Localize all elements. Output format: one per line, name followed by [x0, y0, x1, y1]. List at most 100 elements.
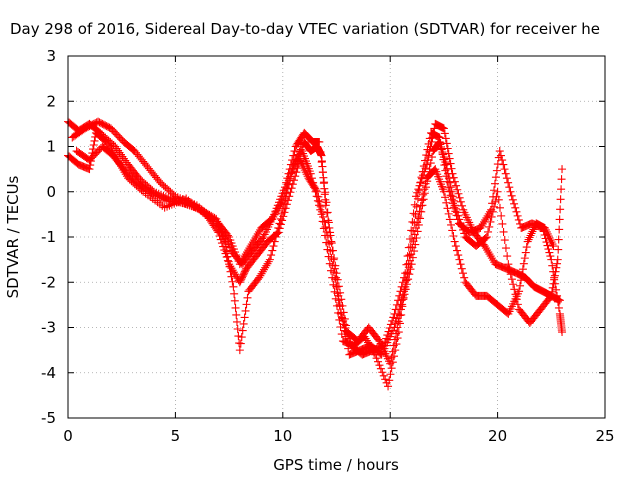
data-point-marker	[453, 215, 462, 224]
data-point-marker	[403, 268, 412, 277]
data-point-marker	[439, 155, 448, 164]
data-point-marker	[447, 220, 456, 229]
data-point-marker	[508, 195, 517, 204]
data-point-marker	[183, 200, 192, 209]
data-point-marker	[485, 207, 494, 216]
data-point-marker	[541, 234, 550, 243]
y-tick-label: -1	[41, 228, 56, 246]
data-point-marker	[261, 263, 270, 272]
data-point-marker	[506, 187, 515, 196]
data-point-marker	[415, 186, 424, 195]
data-point-marker	[398, 302, 407, 311]
data-point-marker	[556, 205, 565, 214]
data-point-marker	[395, 319, 404, 328]
data-point-marker	[222, 247, 231, 256]
data-point-marker	[410, 200, 419, 209]
data-point-marker	[385, 324, 394, 333]
data-point-marker	[114, 146, 123, 155]
data-point-marker	[405, 251, 414, 260]
data-point-marker	[435, 133, 444, 142]
data-point-marker	[409, 209, 418, 218]
data-point-marker	[454, 189, 463, 198]
data-point-marker	[365, 340, 374, 349]
data-point-marker	[430, 166, 439, 175]
data-point-marker	[255, 273, 264, 282]
data-point-marker	[395, 291, 404, 300]
data-point-marker	[144, 186, 153, 195]
data-point-marker	[256, 271, 265, 280]
data-point-marker	[480, 242, 489, 251]
data-point-marker	[449, 173, 458, 182]
data-point-marker	[290, 176, 299, 185]
data-point-marker	[394, 296, 403, 305]
x-tick-label: 15	[381, 427, 400, 445]
data-point-marker	[229, 282, 238, 291]
data-point-marker	[366, 342, 375, 351]
data-point-marker	[333, 282, 342, 291]
data-point-marker	[327, 237, 336, 246]
data-point-marker	[507, 191, 516, 200]
data-point-marker	[414, 185, 423, 194]
data-point-marker	[401, 269, 410, 278]
data-point-marker	[323, 245, 332, 254]
data-point-marker	[492, 166, 501, 175]
data-point-marker	[442, 198, 451, 207]
data-point-marker	[544, 245, 553, 254]
data-point-marker	[518, 265, 527, 274]
data-point-marker	[227, 264, 236, 273]
data-point-marker	[546, 236, 555, 245]
data-point-marker	[527, 229, 536, 238]
data-point-marker	[386, 320, 395, 329]
data-point-marker	[243, 293, 252, 302]
data-point-marker	[85, 165, 94, 174]
data-point-marker	[319, 224, 328, 233]
data-point-marker	[479, 217, 488, 226]
data-point-marker	[195, 205, 204, 214]
data-point-marker	[226, 267, 235, 276]
data-point-marker	[453, 246, 462, 255]
data-point-marker	[415, 207, 424, 216]
data-point-marker	[320, 178, 329, 187]
data-point-marker	[102, 137, 111, 146]
data-point-marker	[551, 279, 560, 288]
data-point-marker	[342, 327, 351, 336]
data-point-marker	[235, 346, 244, 355]
data-point-marker	[458, 201, 467, 210]
data-point-marker	[416, 178, 425, 187]
data-point-marker	[327, 266, 336, 275]
data-point-marker	[455, 255, 464, 264]
data-point-marker	[488, 199, 497, 208]
data-point-marker	[230, 289, 239, 298]
data-point-marker	[381, 375, 390, 384]
data-point-marker	[309, 178, 318, 187]
data-point-marker	[446, 159, 455, 168]
data-point-marker	[548, 240, 557, 249]
data-point-marker	[325, 259, 334, 268]
data-point-marker	[476, 223, 485, 232]
data-point-marker	[410, 230, 419, 239]
data-point-marker	[512, 207, 521, 216]
data-point-marker	[436, 138, 445, 147]
data-point-marker	[376, 364, 385, 373]
data-point-marker	[271, 233, 280, 241]
data-point-marker	[552, 263, 561, 272]
data-point-marker	[408, 217, 417, 226]
data-point-marker	[514, 215, 523, 224]
chart-title: Day 298 of 2016, Sidereal Day-to-day VTE…	[10, 20, 600, 38]
data-point-marker	[259, 265, 268, 274]
data-point-marker	[557, 175, 566, 184]
data-point-marker	[202, 208, 211, 217]
data-point-marker	[439, 124, 448, 133]
data-point-marker	[482, 213, 491, 222]
data-point-marker	[521, 248, 530, 257]
data-point-marker	[483, 246, 492, 255]
data-point-marker	[223, 252, 232, 261]
data-point-marker	[312, 192, 321, 201]
data-point-marker	[524, 235, 533, 244]
data-point-marker	[555, 215, 564, 224]
data-point-marker	[548, 283, 557, 292]
data-point-marker	[185, 201, 194, 210]
x-tick-label: 10	[273, 427, 292, 445]
data-point-marker	[445, 154, 454, 163]
data-point-marker	[334, 308, 343, 317]
